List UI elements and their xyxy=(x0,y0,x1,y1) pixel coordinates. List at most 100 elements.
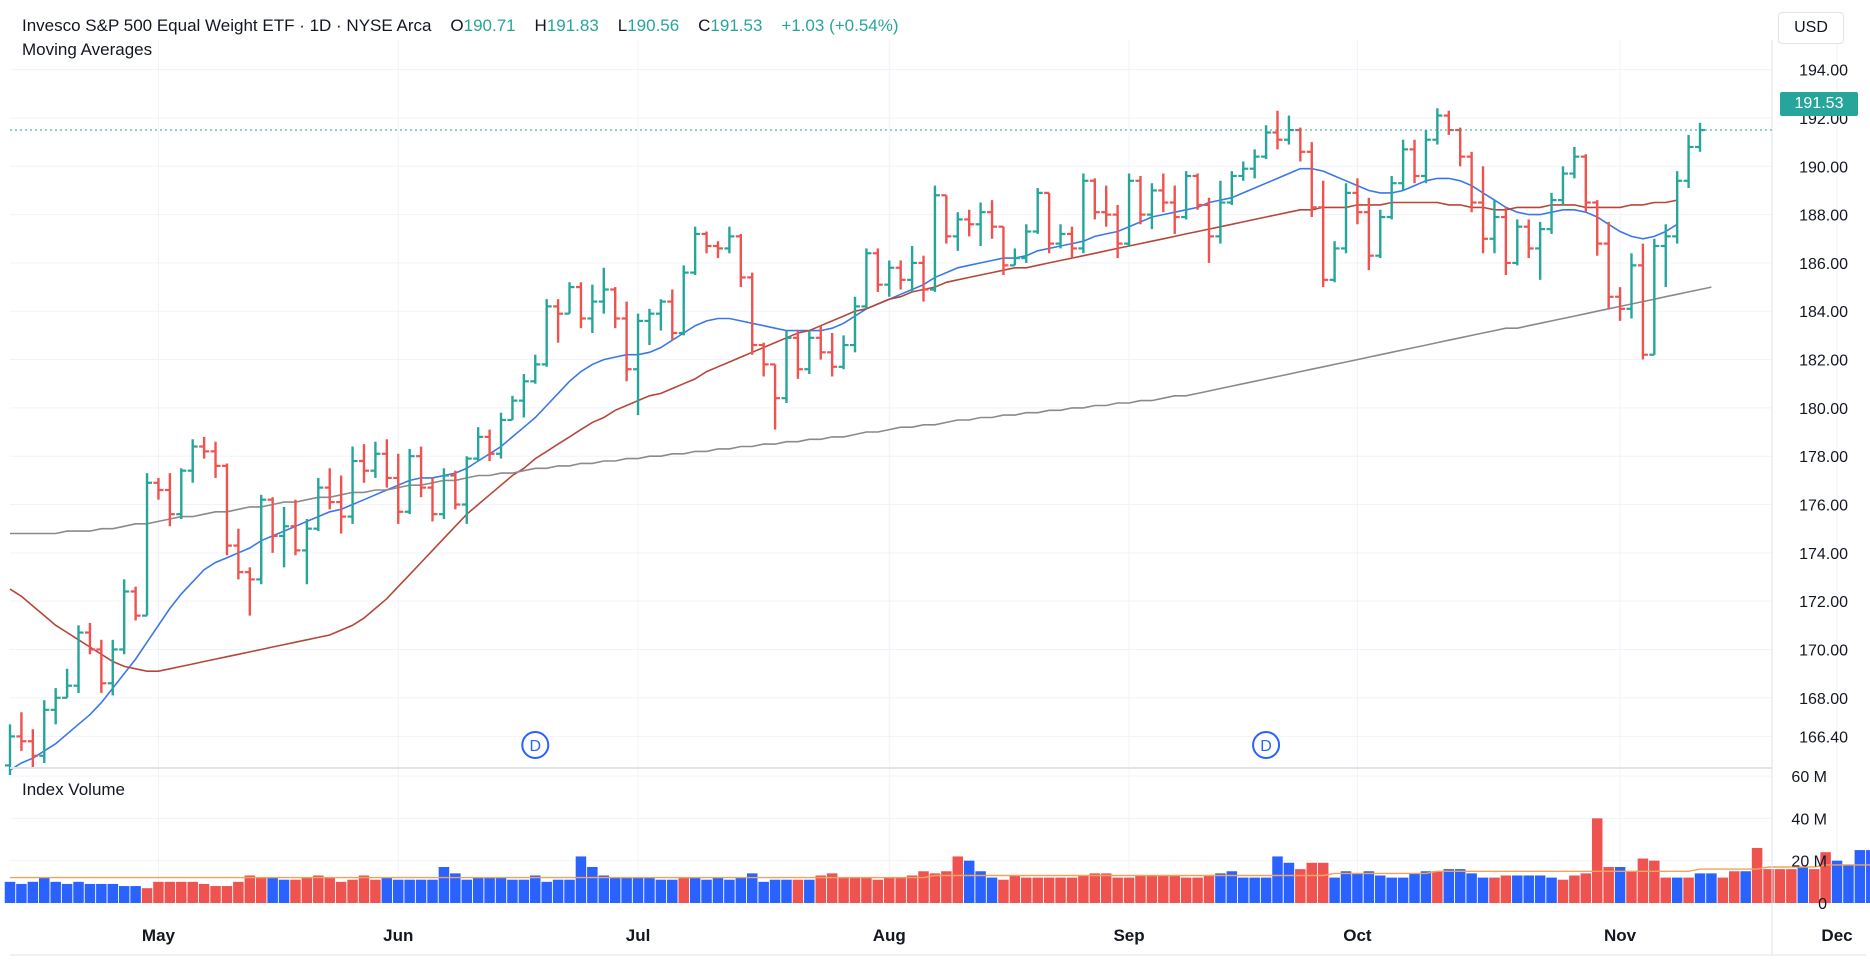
volume-bar xyxy=(724,879,735,903)
ohlc-bar xyxy=(496,412,507,459)
volume-bar xyxy=(1557,879,1569,903)
volume-bar xyxy=(1500,875,1512,903)
currency-button[interactable]: USD xyxy=(1778,12,1844,44)
volume-bar xyxy=(4,881,16,903)
volume-bar xyxy=(598,875,610,903)
ohlc-bar xyxy=(1386,175,1397,220)
volume-bar xyxy=(1352,873,1363,903)
volume-bar xyxy=(1683,877,1694,903)
ohlc-bar xyxy=(1203,197,1214,263)
ohlc-bar xyxy=(1009,248,1020,267)
close-label: C xyxy=(698,16,711,35)
ohlc-bar xyxy=(1649,238,1660,356)
ohlc-bar xyxy=(1341,183,1352,254)
volume-bar xyxy=(929,873,941,903)
ohlc-bar xyxy=(358,444,369,483)
ohlc-bar xyxy=(1192,173,1203,210)
volume-bar xyxy=(347,879,358,903)
ohlc-bar xyxy=(918,255,929,302)
ohlc-bar xyxy=(1592,200,1603,256)
volume-bar xyxy=(1078,875,1089,903)
ohlc-bar xyxy=(712,241,723,259)
ohlc-bar xyxy=(313,477,324,532)
volume-pane-label[interactable]: Index Volume xyxy=(22,780,126,799)
ma-long-line xyxy=(10,286,1712,535)
volume-bar xyxy=(781,879,792,903)
ohlc-bar xyxy=(1295,127,1306,162)
ohlc-bar xyxy=(1363,197,1374,271)
ohlc-bar xyxy=(461,456,472,524)
volume-bar xyxy=(884,877,895,903)
price-tick-label: 188.00 xyxy=(1799,208,1848,225)
volume-bar xyxy=(530,875,541,903)
volume-bar xyxy=(518,879,530,903)
time-tick-label: Nov xyxy=(1604,926,1637,945)
volume-bar xyxy=(1637,858,1649,903)
ohlc-bar xyxy=(1409,139,1420,184)
volume-bar xyxy=(587,867,598,903)
volume-bar xyxy=(621,877,632,903)
ohlc-bar xyxy=(301,519,312,585)
volume-bar xyxy=(552,879,564,903)
volume-bar xyxy=(1432,871,1443,903)
volume-bar xyxy=(450,873,461,903)
volume-bar xyxy=(1820,852,1831,903)
gridlines xyxy=(10,40,1838,904)
volume-bar xyxy=(1123,877,1135,903)
time-tick-label: Dec xyxy=(1821,926,1852,945)
time-tick-label: Sep xyxy=(1113,926,1144,945)
volume-bar xyxy=(1854,850,1866,903)
low-value: 190.56 xyxy=(627,16,680,35)
ohlc-bar xyxy=(1078,173,1089,254)
volume-bar xyxy=(1237,877,1249,903)
volume-bar xyxy=(963,860,975,903)
volume-bar xyxy=(1066,877,1078,903)
time-tick-label: Jun xyxy=(383,926,413,945)
volume-bar xyxy=(461,879,473,903)
volume-bar xyxy=(484,877,495,903)
volume-bar xyxy=(1512,875,1523,903)
volume-bar xyxy=(1843,864,1854,903)
ohlc-bar xyxy=(1044,191,1055,254)
ohlc-bar xyxy=(427,477,438,522)
volume-bar xyxy=(1706,873,1717,903)
indicator-label[interactable]: Moving Averages xyxy=(22,40,153,59)
ohlc-bar xyxy=(1021,224,1032,263)
price-tick-label: 186.00 xyxy=(1799,256,1848,273)
volume-bar xyxy=(1409,873,1420,903)
ohlc-bar xyxy=(678,265,689,336)
ohlc-bar xyxy=(1535,221,1546,280)
volume-bar xyxy=(176,881,187,903)
ohlc-bar xyxy=(290,499,301,556)
volume-bar xyxy=(804,879,815,903)
volume-bar xyxy=(1146,875,1158,903)
ohlc-bar xyxy=(370,441,381,478)
ohlc-bar xyxy=(541,299,552,367)
ohlc-bar xyxy=(336,475,347,534)
volume-bar xyxy=(1249,877,1260,903)
ohlc-bar xyxy=(975,202,986,247)
ohlc-bar xyxy=(1238,161,1249,181)
ohlc-bar xyxy=(553,299,564,343)
volume-bar xyxy=(16,883,27,903)
volume-bar xyxy=(50,881,61,903)
ohlc-bar xyxy=(450,470,461,510)
ohlc-bar xyxy=(804,330,815,375)
volume-bar xyxy=(1763,869,1774,903)
volume-bar xyxy=(644,877,655,903)
ohlc-bar xyxy=(153,477,164,500)
volume-bar xyxy=(906,875,918,903)
ohlc-bar xyxy=(1557,166,1568,205)
ohlc-bar xyxy=(187,439,198,483)
ohlc-bar xyxy=(16,712,27,751)
volume-bar xyxy=(335,881,347,903)
volume-bar xyxy=(84,883,96,903)
ohlc-bar xyxy=(747,272,758,355)
ohlc-bar xyxy=(575,282,586,329)
volume-bar xyxy=(1751,847,1763,903)
dividend-marker: D xyxy=(1252,731,1281,759)
volume-tick-label: 40 M xyxy=(1791,811,1827,828)
volume-bar xyxy=(381,877,393,903)
